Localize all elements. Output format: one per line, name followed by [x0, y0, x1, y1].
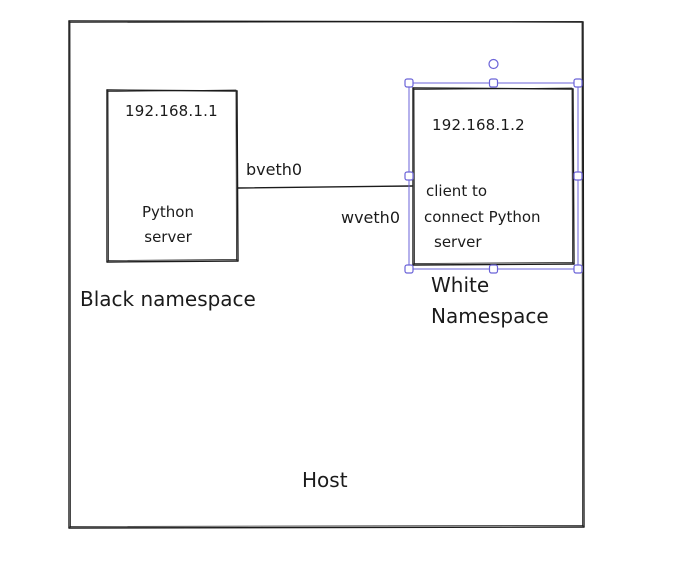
veth-link-line[interactable]	[237, 185, 413, 189]
white-namespace-name-line-2: Namespace	[431, 304, 549, 328]
resize-handle-top-icon[interactable]	[488, 78, 499, 88]
black-namespace-content-line-1: Python	[142, 203, 194, 221]
host-label: Host	[302, 468, 348, 492]
white-namespace-content-line-3: server	[434, 233, 482, 251]
black-namespace-box[interactable]	[106, 89, 239, 263]
white-interface-label: wveth0	[341, 208, 400, 227]
black-interface-label: bveth0	[246, 160, 303, 179]
resize-handle-top-left-icon[interactable]	[404, 78, 414, 88]
resize-handle-bottom-left-icon[interactable]	[404, 264, 414, 274]
white-namespace-name-line-1: White	[431, 273, 490, 297]
selection-frame[interactable]	[404, 58, 583, 274]
black-namespace-ip: 192.168.1.1	[125, 102, 218, 120]
white-namespace-box[interactable]	[412, 87, 575, 266]
black-namespace-name: Black namespace	[80, 287, 256, 311]
rotate-handle-icon[interactable]	[488, 58, 499, 70]
resize-handle-left-icon[interactable]	[404, 171, 414, 181]
resize-handle-bottom-right-icon[interactable]	[573, 264, 583, 274]
white-namespace-ip: 192.168.1.2	[432, 116, 525, 134]
resize-handle-bottom-icon[interactable]	[488, 264, 499, 274]
black-namespace-content-line-2: server	[144, 228, 192, 246]
resize-handle-top-right-icon[interactable]	[573, 78, 583, 88]
white-namespace-content-line-2: connect Python	[424, 208, 541, 226]
host-box[interactable]	[68, 20, 585, 529]
white-namespace-content-line-1: client to	[426, 182, 488, 200]
resize-handle-right-icon[interactable]	[573, 171, 583, 181]
